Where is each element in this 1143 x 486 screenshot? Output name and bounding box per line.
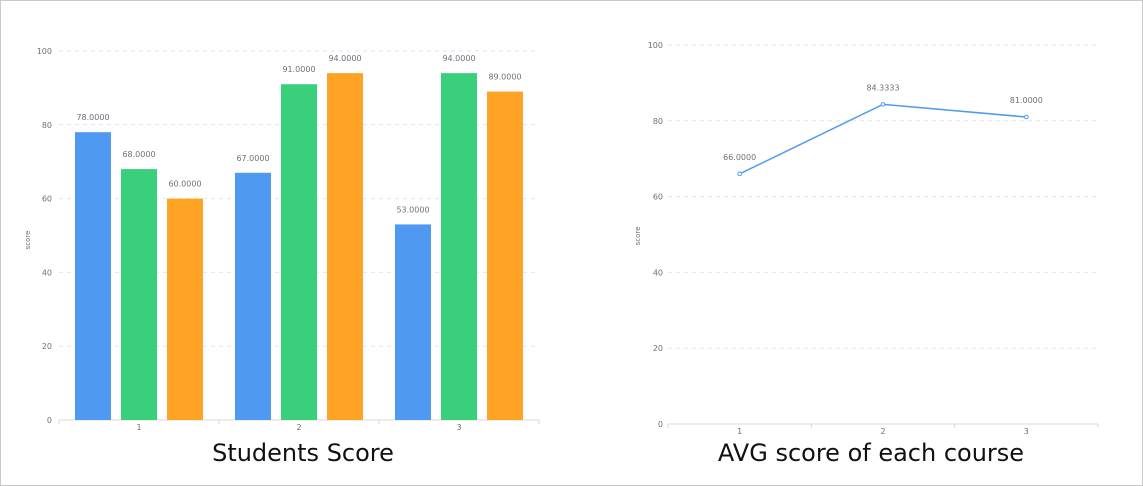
bar-chart-data-labels: 78.0000 67.0000 53.0000 68.0000 91.0000 94.00…: [76, 54, 521, 214]
bar: [441, 73, 477, 420]
bar: [75, 132, 111, 420]
line-chart-gridlines: [668, 44, 1098, 425]
avg-score-line: [739, 103, 1027, 175]
line-chart-y-tick-label: 20: [653, 344, 663, 353]
bar-chart-y-tick-label: 20: [42, 342, 52, 351]
line-chart-y-tick-label: 100: [648, 41, 663, 50]
bar: [395, 224, 431, 420]
bar-chart-x-tick-label: 3: [456, 423, 461, 432]
line-chart-data-labels: 66.0000 84.3333 81.0000: [723, 83, 1043, 161]
line-chart-y-tick-label: 0: [658, 420, 663, 429]
line-chart-x-ticks: 1 2 3: [667, 424, 1099, 436]
bar: [281, 84, 317, 421]
bar-chart-y-tick-label: 80: [42, 121, 52, 130]
bar-data-label: 94.0000: [442, 54, 475, 63]
bar-chart-x-tick-label: 1: [136, 423, 141, 432]
line-chart-y-axis-label: score: [634, 227, 642, 246]
line-chart-y-tick-label: 80: [653, 117, 663, 126]
bar-data-label: 67.0000: [236, 154, 269, 163]
students-score-chart: 0 20 40 60 80 100 1 2 3 78.0000 67.0000 53.0000 68…: [24, 47, 540, 467]
line-chart-y-tick-label: 60: [653, 193, 663, 202]
bar-chart-bars: [75, 73, 523, 421]
line-chart-y-tick-label: 40: [653, 268, 663, 277]
bar-chart-x-tick-label: 2: [296, 423, 301, 432]
avg-score-chart: 0 20 40 60 80 100 1 2 3 66.0000 84.3333 81.0000 s…: [634, 41, 1099, 467]
bar-data-label: 94.0000: [328, 54, 361, 63]
line-data-label: 66.0000: [723, 153, 756, 162]
bar-chart-y-tick-label: 100: [37, 47, 52, 56]
bar-chart-y-tick-label: 40: [42, 268, 52, 277]
bar: [327, 73, 363, 420]
bar-chart-y-tick-label: 60: [42, 195, 52, 204]
bar-chart-title: Students Score: [212, 439, 394, 467]
line-chart-series: [737, 102, 1029, 177]
line-data-label: 81.0000: [1010, 96, 1043, 105]
bar-chart-y-axis-label: score: [24, 231, 32, 250]
bar-chart-y-ticks: 0 20 40 60 80 100: [37, 47, 52, 425]
bar-data-label: 60.0000: [168, 180, 201, 189]
bar-data-label: 68.0000: [122, 150, 155, 159]
bar-data-label: 78.0000: [76, 113, 109, 122]
line-chart-x-tick-label: 1: [737, 427, 742, 436]
line-point: [737, 171, 742, 177]
line-point: [880, 102, 886, 107]
line-chart-x-tick-label: 2: [880, 427, 885, 436]
bar: [121, 169, 157, 420]
bar: [167, 198, 203, 420]
line-chart-x-tick-label: 3: [1024, 427, 1029, 436]
line-chart-y-ticks: 0 20 40 60 80 100: [648, 41, 663, 429]
bar-data-label: 53.0000: [396, 205, 429, 214]
line-chart-title: AVG score of each course: [718, 439, 1024, 467]
bar-data-label: 89.0000: [488, 73, 521, 82]
bar-data-label: 91.0000: [282, 65, 315, 74]
bar: [235, 172, 271, 420]
line-point: [1024, 114, 1029, 120]
bar-chart-x-ticks: 1 2 3: [58, 420, 540, 432]
bar-chart-y-tick-label: 0: [47, 416, 52, 425]
bar: [487, 91, 523, 420]
line-data-label: 84.3333: [866, 83, 899, 92]
